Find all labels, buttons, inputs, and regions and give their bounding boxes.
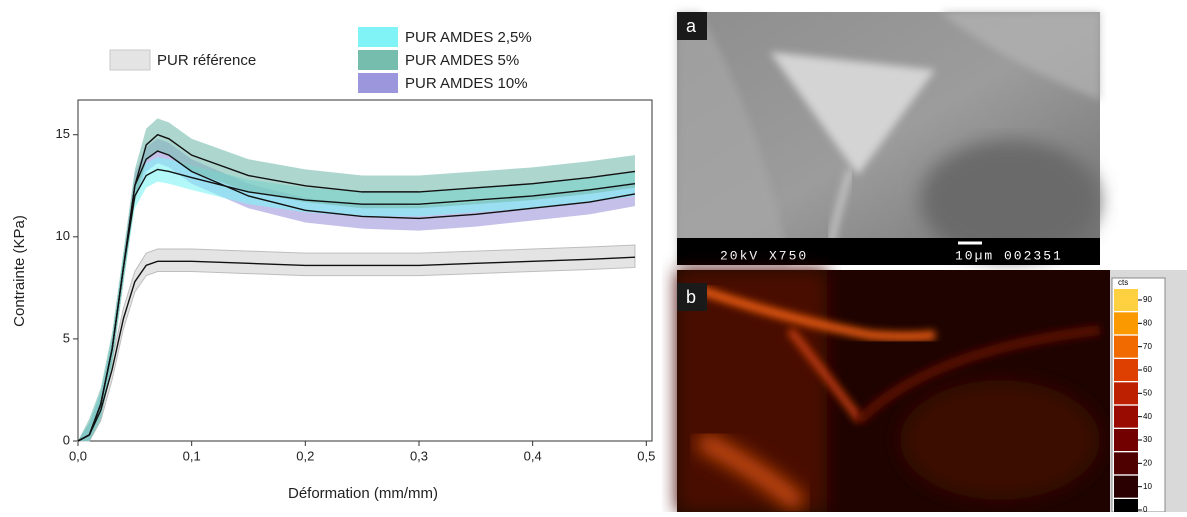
legend-label: PUR AMDES 5% bbox=[405, 52, 519, 69]
legend: PUR référence PUR AMDES 2,5% PUR AMDES 5% P… bbox=[109, 27, 532, 93]
y-tick-label: 15 bbox=[56, 126, 70, 141]
colorbar-cell bbox=[1114, 429, 1138, 451]
colorbar-tick-label: 80 bbox=[1143, 318, 1152, 327]
plot-frame bbox=[77, 99, 653, 442]
y-tick-label: 10 bbox=[56, 228, 70, 243]
colorbar-cell bbox=[1114, 335, 1138, 358]
panel-label: b bbox=[686, 287, 696, 307]
caption: 10µm 002351 bbox=[955, 248, 1063, 263]
plot-area: 0,0 0,1 0,2 0,3 0,4 0,5 0 5 10 15 bbox=[56, 118, 655, 463]
mean-line bbox=[77, 256, 635, 442]
colorbar-tick-label: 40 bbox=[1143, 412, 1152, 421]
y-tick-label: 5 bbox=[63, 330, 70, 345]
colorbar: 0 10 20 30 40 50 60 70 80 90 bbox=[1114, 289, 1152, 517]
colorbar-tick-label: 10 bbox=[1143, 482, 1152, 491]
caption: 20kV X750 bbox=[720, 248, 808, 263]
colorbar-cell bbox=[1114, 359, 1138, 381]
band bbox=[77, 244, 636, 442]
y-tick-label: 0 bbox=[63, 432, 70, 447]
mean-line bbox=[77, 150, 636, 442]
x-tick-label: 0,1 bbox=[183, 448, 201, 463]
sem-image bbox=[677, 12, 1100, 265]
band bbox=[78, 138, 635, 442]
y-axis-label: Contrainte (KPa) bbox=[11, 215, 28, 327]
legend-swatch bbox=[358, 50, 398, 70]
colorbar-tick-label: 60 bbox=[1143, 365, 1152, 374]
colorbar-cell bbox=[1114, 382, 1138, 405]
x-tick-label: 0,4 bbox=[524, 448, 542, 463]
colorbar-cell bbox=[1114, 289, 1138, 311]
colorbar-cell bbox=[1114, 312, 1138, 335]
colorbar-tick-label: 90 bbox=[1143, 295, 1152, 304]
colorbar-tick-label: 50 bbox=[1143, 388, 1152, 397]
colorbar-cell bbox=[1114, 475, 1138, 498]
legend-label: PUR référence bbox=[157, 52, 256, 69]
x-axis-label: Déformation (mm/mm) bbox=[288, 485, 438, 502]
x-tick-label: 0,3 bbox=[410, 448, 428, 463]
legend-swatch bbox=[109, 49, 151, 71]
panel-label: a bbox=[686, 16, 697, 36]
colorbar-tick-label: 20 bbox=[1143, 458, 1152, 467]
colorbar-title: cts bbox=[1118, 278, 1128, 287]
colorbar-tick-label: 30 bbox=[1143, 435, 1152, 444]
colorbar-cell bbox=[1114, 452, 1138, 475]
colorbar-tick-label: 70 bbox=[1143, 342, 1152, 351]
colorbar-cell bbox=[1114, 499, 1138, 517]
x-tick-label: 0,5 bbox=[637, 448, 655, 463]
x-tick-label: 0,0 bbox=[69, 448, 87, 463]
colorbar-tick-label: 0 bbox=[1143, 505, 1148, 512]
colorbar-cell bbox=[1114, 405, 1138, 428]
heatmap-image bbox=[677, 270, 1187, 513]
legend-label: PUR AMDES 10% bbox=[405, 75, 528, 92]
x-tick-label: 0,2 bbox=[296, 448, 314, 463]
legend-label: PUR AMDES 2,5% bbox=[405, 29, 532, 46]
legend-swatch bbox=[358, 73, 398, 93]
legend-swatch bbox=[358, 27, 398, 47]
